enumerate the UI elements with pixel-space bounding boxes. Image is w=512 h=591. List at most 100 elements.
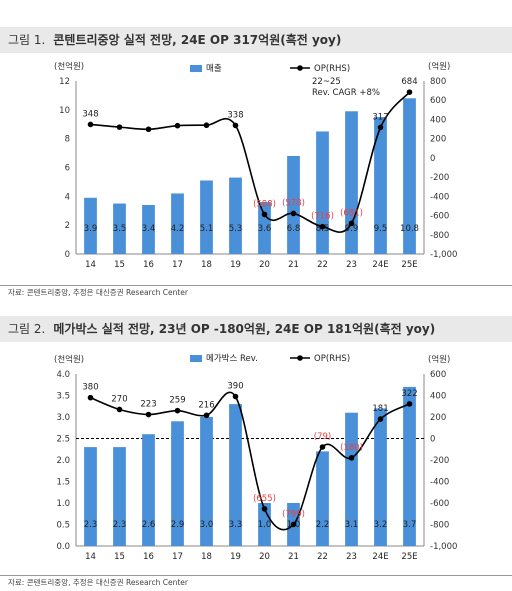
legend-bar-swatch <box>190 65 202 72</box>
right-tick-label: -800 <box>430 231 449 241</box>
op-value-label: (655) <box>253 494 276 504</box>
left-tick-label: 6 <box>65 164 70 174</box>
bar-value-label: 2.6 <box>142 520 156 530</box>
left-axis-unit: (천억원) <box>54 61 84 72</box>
bar <box>258 202 271 254</box>
op-value-label: 348 <box>82 109 98 119</box>
bar-value-label: 10.8 <box>400 224 419 234</box>
bar-value-label: 9.5 <box>374 224 388 234</box>
bar <box>374 408 387 546</box>
left-tick-label: 0.0 <box>56 542 70 552</box>
figure-1-source-rule <box>0 285 512 286</box>
op-value-label: 270 <box>111 394 127 404</box>
x-tick-label: 19 <box>230 260 241 270</box>
op-point <box>232 393 239 400</box>
x-tick-label: 17 <box>172 552 183 562</box>
figure-2-source-rule <box>0 575 512 576</box>
figure-2-source: 자료: 콘텐트리중앙, 추정은 대신증권 Research Center <box>8 578 188 587</box>
figure-2-title-bar: 그림 2. 메가박스 실적 전망, 23년 OP -180억원, 24E OP 1… <box>0 316 512 342</box>
figure-2-number: 그림 2. <box>8 322 46 336</box>
x-tick-label: 20 <box>259 260 270 270</box>
legend-line-label: OP(RHS) <box>314 354 350 364</box>
right-axis-unit: (억원) <box>428 61 450 72</box>
op-point <box>290 210 297 217</box>
bar <box>84 197 97 254</box>
legend-line-label: OP(RHS) <box>314 64 350 74</box>
left-tick-label: 1.0 <box>56 499 70 509</box>
bar-value-label: 2.9 <box>171 520 185 530</box>
op-point <box>406 89 413 95</box>
op-value-label: 380 <box>82 383 98 393</box>
op-value-label: 684 <box>401 77 417 87</box>
bar-value-label: 3.3 <box>229 520 243 530</box>
bar-value-label: 2.3 <box>84 520 98 530</box>
op-point <box>319 444 326 450</box>
op-value-label: 390 <box>227 382 243 392</box>
x-tick-label: 25E <box>401 552 417 562</box>
annotation-text: Rev. CAGR +8% <box>312 88 380 98</box>
chart-1: 0 2 4 6 8 10 12 -1,000 -800 -600 -400 -200 0 200 400 60… <box>54 61 457 270</box>
right-tick-label: -1,000 <box>430 542 457 552</box>
op-value-label: 338 <box>227 110 243 120</box>
op-point <box>290 521 297 528</box>
left-tick-label: 2.0 <box>56 456 70 466</box>
op-value-label: 322 <box>401 389 417 399</box>
right-tick-label: -600 <box>430 212 449 222</box>
bar-value-label: 3.4 <box>142 224 156 234</box>
x-tick-label: 23 <box>346 260 357 270</box>
op-point <box>348 455 355 461</box>
bar-value-label: 9.9 <box>345 224 359 234</box>
op-point <box>174 407 181 414</box>
op-point <box>174 122 181 129</box>
op-point <box>377 124 384 131</box>
op-point <box>116 406 123 413</box>
bar <box>142 204 155 254</box>
op-value-label: (588) <box>253 199 276 209</box>
x-tick-label: 19 <box>230 552 241 562</box>
right-tick-label: -400 <box>430 478 449 488</box>
figure-1-number: 그림 1. <box>8 33 46 47</box>
bar-value-label: 1.0 <box>258 520 272 530</box>
right-tick-label: -200 <box>430 456 449 466</box>
op-value-label: (578) <box>282 198 305 208</box>
op-value-label: 259 <box>169 396 185 406</box>
legend-line-marker <box>297 65 303 71</box>
right-tick-label: 0 <box>430 154 435 164</box>
left-tick-label: 2 <box>65 221 70 231</box>
bar-value-label: 4.2 <box>171 224 185 234</box>
x-tick-label: 18 <box>201 260 212 270</box>
legend-line-marker <box>297 355 303 361</box>
bar <box>403 98 416 254</box>
x-tick-label: 21 <box>288 552 299 562</box>
bar <box>316 131 329 254</box>
op-point <box>145 126 152 133</box>
right-axis-unit: (억원) <box>428 354 450 365</box>
left-tick-label: 1.5 <box>56 478 70 488</box>
op-value-label: 181 <box>372 404 388 414</box>
left-tick-label: 8 <box>65 135 70 145</box>
bar <box>113 203 126 254</box>
left-tick-label: 3.5 <box>56 392 70 402</box>
right-tick-label: 200 <box>430 135 446 145</box>
x-tick-label: 14 <box>85 260 96 270</box>
bar <box>84 447 97 546</box>
bar-value-label: 3.0 <box>200 520 214 530</box>
bar <box>287 155 300 254</box>
right-tick-label: 200 <box>430 413 446 423</box>
op-point <box>145 411 152 418</box>
right-tick-label: -600 <box>430 499 449 509</box>
x-tick-label: 15 <box>114 260 125 270</box>
x-tick-label: 24E <box>372 552 388 562</box>
op-value-label: 216 <box>198 400 214 410</box>
legend-bar-label: 메가박스 Rev. <box>206 353 258 364</box>
op-point <box>261 211 268 218</box>
bar-value-label: 3.5 <box>113 224 127 234</box>
bar <box>200 180 213 254</box>
legend-bar-swatch <box>190 355 202 362</box>
left-tick-label: 2.5 <box>56 435 70 445</box>
figure-2-title: 메가박스 실적 전망, 23년 OP -180억원, 24E OP 181억원(… <box>53 322 436 336</box>
bar-value-label: 5.1 <box>200 224 214 234</box>
op-point <box>261 506 268 512</box>
bar-value-label: 3.2 <box>374 520 388 530</box>
bar <box>200 417 213 546</box>
